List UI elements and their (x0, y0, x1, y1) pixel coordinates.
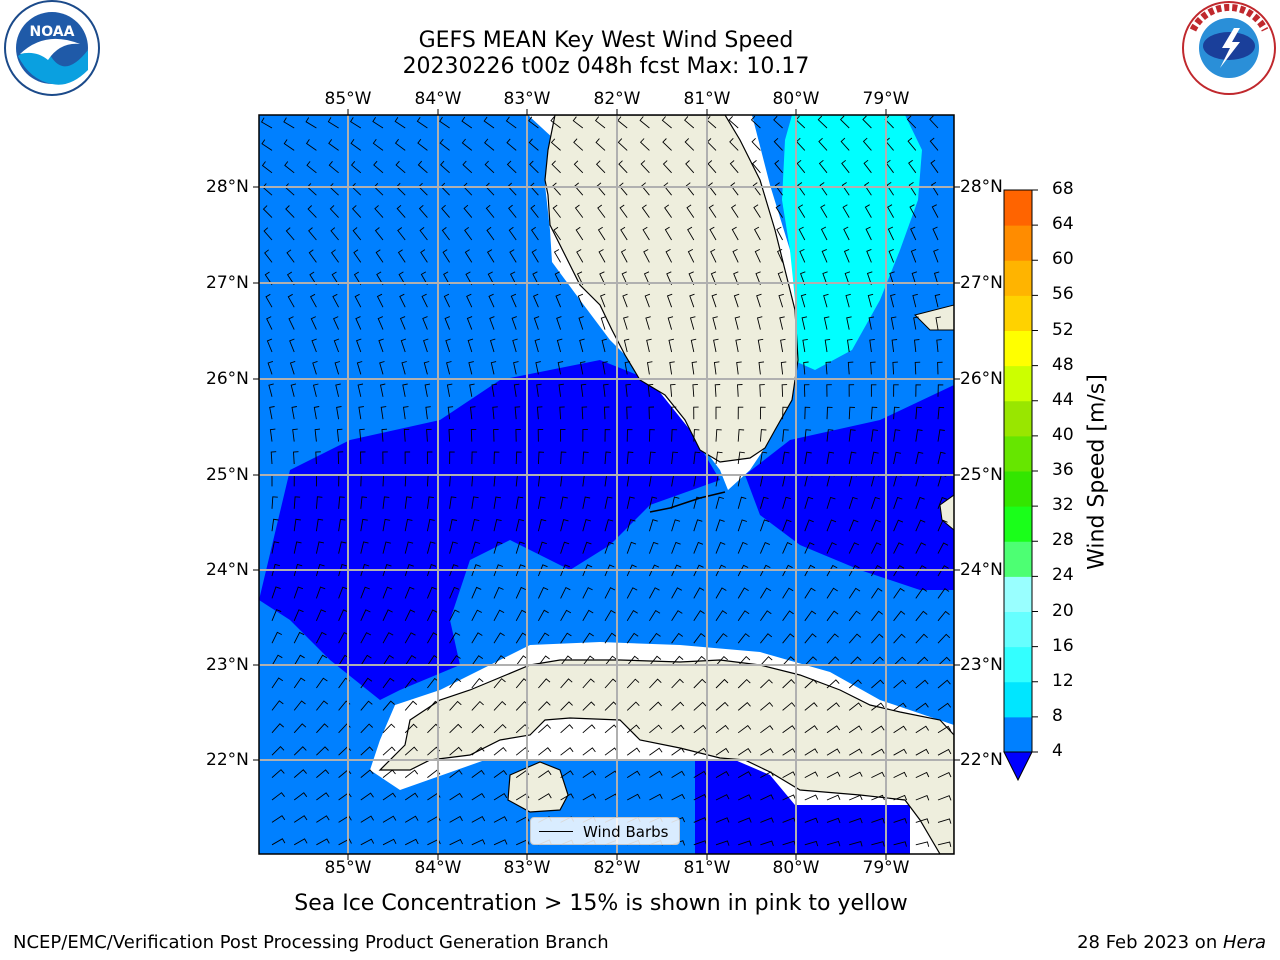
colorbar-tick-label: 12 (1052, 670, 1074, 691)
lat-label-right-23n: 23°N (960, 655, 1003, 675)
title-line-1: GEFS MEAN Key West Wind Speed (418, 28, 794, 53)
lon-label-bottom-79w: 79°W (862, 858, 910, 878)
colorbar-tick-label: 44 (1052, 389, 1074, 410)
colorbar-segment (1004, 506, 1032, 542)
map-frame (258, 114, 955, 855)
lat-label-right-28n: 28°N (960, 177, 1003, 197)
colorbar-segment (1004, 541, 1032, 577)
noaa-logo-icon: NOAA (4, 0, 100, 96)
lon-label-bottom-84w: 84°W (414, 858, 462, 878)
colorbar-tick-label: 48 (1052, 354, 1074, 375)
colorbar-tick-label: 16 (1052, 635, 1074, 656)
lon-label-top-83w: 83°W (503, 89, 551, 109)
lat-label-left-26n: 26°N (206, 369, 249, 389)
map-grid (259, 115, 954, 854)
lon-label-bottom-80w: 80°W (772, 858, 820, 878)
wind-shade-below-4-south (695, 760, 954, 854)
sea-ice-note-text: Sea Ice Concentration > 15% is shown in … (294, 891, 908, 916)
legend-label: Wind Barbs (583, 823, 669, 841)
colorbar-segment (1004, 611, 1032, 648)
lon-label-bottom-81w: 81°W (683, 858, 731, 878)
colorbar-tick-label: 28 (1052, 530, 1074, 551)
nws-logo-icon (1182, 1, 1276, 95)
legend-line-swatch (539, 831, 573, 832)
lon-label-bottom-82w: 82°W (593, 858, 641, 878)
bahamas-land-north (914, 304, 954, 331)
colorbar-tick-label: 60 (1052, 249, 1074, 270)
florida-keys (649, 491, 726, 513)
nws-logo (1178, 0, 1280, 104)
footer-host: Hera (1222, 932, 1266, 953)
isla-de-la-juventud (507, 761, 569, 813)
colorbar-segment (1004, 576, 1032, 612)
colorbar-segment (1004, 190, 1032, 226)
colorbar-segment (1004, 260, 1032, 296)
lon-label-top-82w: 82°W (593, 89, 641, 109)
colorbar-segment (1004, 400, 1032, 437)
colorbar-tick-label: 32 (1052, 495, 1074, 516)
lat-label-left-27n: 27°N (206, 273, 249, 293)
wind-shade-below-4-east (745, 385, 954, 590)
colorbar-segment (1004, 681, 1032, 718)
colorbar-segment (1004, 330, 1032, 367)
lat-label-right-25n: 25°N (960, 465, 1003, 485)
colorbar-segment (1004, 646, 1032, 683)
colorbar-tick-label: 20 (1052, 600, 1074, 621)
lon-label-top-85w: 85°W (324, 89, 372, 109)
lat-label-right-27n: 27°N (960, 273, 1003, 293)
colorbar-label: Wind Speed [m/s] (1084, 374, 1110, 570)
colorbar-tick-label: 68 (1052, 179, 1074, 199)
bahamas-land-south (939, 494, 954, 531)
colorbar-segment (1004, 716, 1032, 753)
sea-ice-note: Sea Ice Concentration > 15% is shown in … (0, 891, 1280, 916)
wind-shade-below-4-gulf (259, 360, 720, 700)
footer-date-text: 28 Feb 2023 on (1077, 932, 1223, 953)
lon-label-top-84w: 84°W (414, 89, 462, 109)
lat-label-right-24n: 24°N (960, 560, 1003, 580)
lon-label-bottom-83w: 83°W (503, 858, 551, 878)
lon-label-top-79w: 79°W (862, 89, 910, 109)
colorbar-tick-label: 8 (1052, 705, 1063, 726)
colorbar-tick-label: 36 (1052, 460, 1074, 480)
footer-date: 28 Feb 2023 on Hera (1077, 932, 1266, 953)
colorbar-tick-label: 4 (1052, 741, 1063, 761)
colorbar-segment (1004, 435, 1032, 472)
cuba-land (378, 659, 954, 854)
lat-label-left-28n: 28°N (206, 177, 249, 197)
lat-label-left-22n: 22°N (206, 750, 249, 770)
footer-branch: NCEP/EMC/Verification Post Processing Pr… (13, 932, 609, 953)
colorbar-tick-label: 56 (1052, 284, 1074, 305)
noaa-logo-text: NOAA (30, 24, 75, 40)
colorbar-tick-label: 64 (1052, 214, 1074, 235)
colorbar-segment (1004, 295, 1032, 331)
colorbar-tick-label: 52 (1052, 319, 1074, 340)
title-line-2: 20230226 t00z 048h fcst Max: 10.17 (402, 54, 810, 79)
lat-label-right-26n: 26°N (960, 369, 1003, 389)
colorbar-segment (1004, 365, 1032, 402)
lat-label-left-23n: 23°N (206, 655, 249, 675)
lat-label-left-24n: 24°N (206, 560, 249, 580)
map-plot-area (259, 115, 954, 854)
colorbar-tick-label: 24 (1052, 565, 1074, 586)
axis-ticks (253, 109, 960, 860)
map-legend: Wind Barbs (530, 817, 680, 845)
lon-label-bottom-85w: 85°W (324, 858, 372, 878)
noaa-logo: NOAA (0, 0, 110, 104)
colorbar-tick-label: 40 (1052, 424, 1074, 445)
florida-land (544, 115, 799, 463)
colorbar-segment (1004, 225, 1032, 261)
colorbar (1003, 189, 1038, 782)
lat-label-left-25n: 25°N (206, 465, 249, 485)
lon-label-top-80w: 80°W (772, 89, 820, 109)
lon-label-top-81w: 81°W (683, 89, 731, 109)
colorbar-segment (1004, 471, 1032, 507)
lat-label-right-22n: 22°N (960, 750, 1003, 770)
